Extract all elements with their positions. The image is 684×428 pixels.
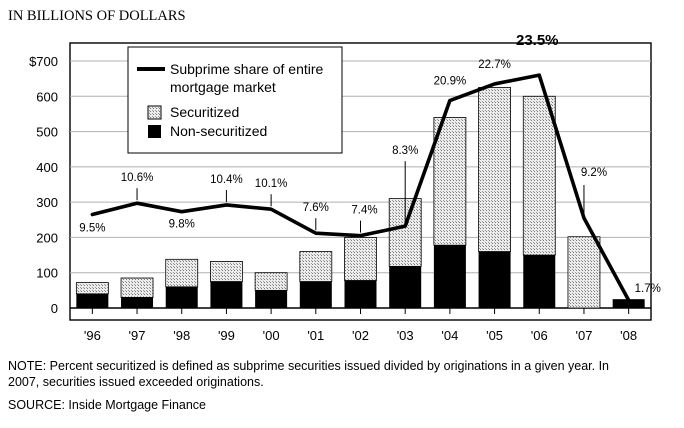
share-data-label: 9.8% — [169, 219, 195, 231]
x-tick-label: '97 — [129, 328, 146, 343]
share-data-label: 8.3% — [392, 145, 418, 157]
share-data-label: 10.4% — [210, 174, 243, 186]
share-data-label: 10.6% — [121, 172, 154, 184]
bar-non-securitized — [165, 286, 198, 308]
share-data-label: 23.5% — [516, 32, 559, 49]
legend-line-label-2: mortgage market — [170, 79, 276, 95]
note-line-1: NOTE: Percent securitized is defined as … — [8, 359, 609, 373]
bar-securitized — [75, 282, 109, 295]
bar-securitized — [478, 87, 511, 252]
bar-securitized — [522, 95, 556, 256]
bars — [75, 87, 645, 309]
y-tick-label: 100 — [36, 266, 58, 281]
x-tick-label: '05 — [486, 328, 503, 343]
y-tick-label: 400 — [36, 160, 58, 175]
bar-non-securitized — [76, 293, 109, 308]
legend-securitized-label: Securitized — [170, 104, 239, 120]
y-tick-label: 200 — [36, 230, 58, 245]
x-tick-label: '98 — [173, 328, 190, 343]
source-text: SOURCE: Inside Mortgage Finance — [8, 398, 206, 412]
note-line-2: 2007, securities issued exceeded origina… — [8, 375, 264, 389]
y-tick-label: 0 — [51, 301, 58, 316]
bar-non-securitized — [344, 280, 377, 308]
x-axis-tick-labels: '96 '97 '98 '99 '00 '01 '02 '03 '04 '05 '06 '07 '08 — [84, 308, 637, 343]
x-tick-label: '08 — [620, 328, 637, 343]
legend: Subprime share of entire mortgage market… — [127, 46, 343, 154]
legend-non-securitized-label: Non-securitized — [170, 123, 267, 139]
bar-non-securitized — [255, 290, 288, 308]
bar-securitized — [165, 258, 199, 288]
share-data-label: 9.5% — [79, 222, 105, 234]
share-data-label: 9.2% — [581, 167, 607, 179]
bar-securitized — [210, 261, 243, 282]
chart-header: IN BILLIONS OF DOLLARS — [8, 8, 186, 24]
y-tick-label: 300 — [36, 195, 58, 210]
bar-non-securitized — [433, 245, 466, 308]
bar-non-securitized — [523, 255, 556, 308]
legend-non-securitized-swatch — [148, 125, 161, 138]
legend-box — [127, 46, 343, 154]
share-data-label: 7.6% — [303, 202, 329, 214]
legend-securitized-swatch — [147, 105, 162, 120]
y-axis-tick-labels: $700 600 500 400 300 200 100 0 — [29, 54, 58, 316]
share-data-label: 1.7% — [635, 283, 661, 295]
bar-securitized — [254, 272, 288, 291]
legend-line-label-1: Subprime share of entire — [170, 61, 324, 77]
bar-non-securitized — [121, 297, 154, 308]
bar-securitized — [120, 277, 154, 298]
x-tick-label: '06 — [531, 328, 548, 343]
share-line-path — [90, 73, 631, 303]
bar-non-securitized — [299, 281, 332, 308]
share-data-label: 22.7% — [478, 59, 511, 71]
x-tick-label: '03 — [397, 328, 414, 343]
bar-securitized — [299, 251, 333, 282]
share-line: 9.5% 10.6% 9.8% 10.4% 10.1% 7.6% 7.4% 8.3% 20.9%… — [79, 32, 661, 303]
x-tick-label: '02 — [352, 328, 369, 343]
x-tick-label: '04 — [441, 328, 458, 343]
x-tick-label: '99 — [218, 328, 235, 343]
share-data-label: 7.4% — [351, 205, 377, 217]
bar-securitized — [567, 236, 601, 309]
x-tick-label: '01 — [307, 328, 324, 343]
bar-non-securitized — [478, 251, 511, 308]
y-tick-label: 500 — [36, 125, 58, 140]
bar-securitized — [433, 117, 467, 246]
plot-frame — [69, 42, 652, 321]
x-tick-label: '96 — [84, 328, 101, 343]
y-tick-label: 600 — [36, 89, 58, 104]
share-data-label: 10.1% — [255, 178, 288, 190]
x-tick-label: '07 — [575, 328, 592, 343]
x-tick-label: '00 — [263, 328, 280, 343]
bar-securitized — [344, 237, 377, 281]
bar-non-securitized — [389, 266, 422, 308]
share-data-label: 20.9% — [434, 76, 467, 88]
bar-non-securitized — [612, 299, 645, 308]
y-tick-label: $700 — [29, 54, 58, 69]
bar-non-securitized — [210, 281, 243, 308]
